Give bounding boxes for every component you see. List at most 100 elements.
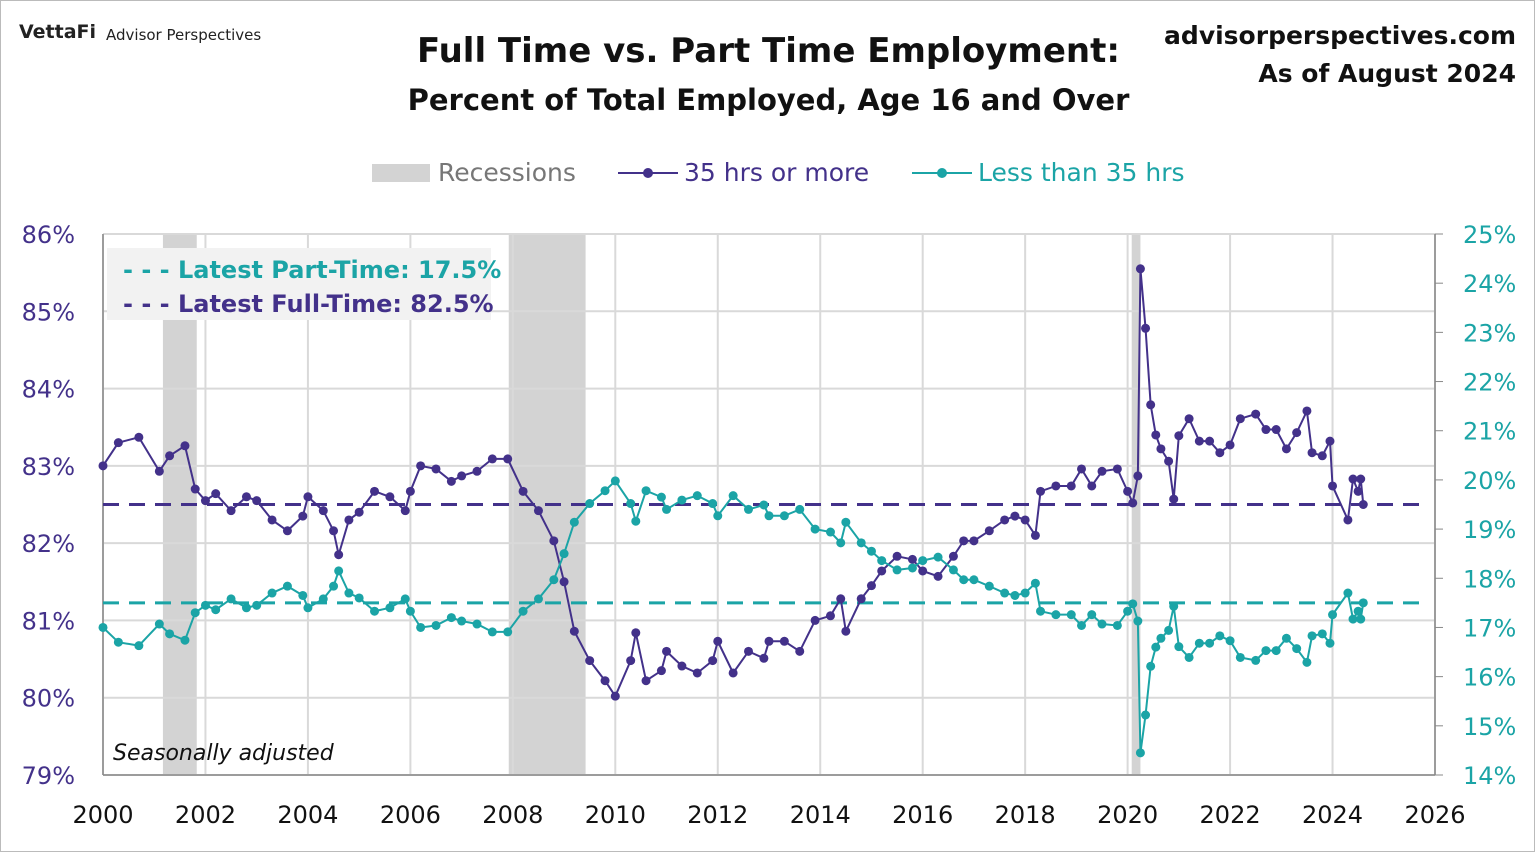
full-time-point [1128, 498, 1138, 508]
full-time-point [1174, 431, 1184, 441]
y-right-tick-label: 14% [1463, 762, 1516, 790]
part-time-point [549, 575, 559, 585]
full-time-point [1251, 409, 1261, 419]
full-time-point [728, 668, 738, 678]
full-time-point [400, 506, 410, 516]
part-time-point [1317, 629, 1327, 639]
part-time-point [892, 565, 902, 575]
part-time-point [626, 499, 636, 509]
full-time-point [1281, 444, 1291, 454]
x-tick-label: 2022 [1200, 801, 1261, 829]
full-time-point [918, 566, 928, 576]
part-time-point [825, 527, 835, 537]
part-time-point [779, 511, 789, 521]
y-left-tick-label: 80% [22, 685, 75, 713]
part-time-point [457, 616, 467, 626]
full-time-point [329, 526, 339, 536]
part-time-point [1020, 588, 1030, 598]
y-left-tick-label: 84% [22, 376, 75, 404]
part-time-point [1251, 655, 1261, 665]
full-time-point [344, 515, 354, 525]
y-right-tick-label: 23% [1463, 319, 1516, 347]
x-tick-label: 2024 [1302, 801, 1363, 829]
full-time-point [1036, 486, 1046, 496]
part-time-point [662, 504, 672, 514]
full-time-point [877, 566, 887, 576]
x-tick-label: 2012 [687, 801, 748, 829]
full-time-point [969, 536, 979, 546]
full-time-point [180, 441, 190, 451]
full-time-point [1205, 436, 1215, 446]
full-time-point [1133, 471, 1143, 481]
part-time-point [1097, 619, 1107, 629]
x-tick-label: 2008 [482, 801, 543, 829]
part-time-point [1194, 638, 1204, 648]
vettafi-logo: VettaFi [19, 21, 97, 43]
y-right-tick-label: 20% [1463, 467, 1516, 495]
full-time-point [446, 476, 456, 486]
part-time-point [1358, 598, 1368, 608]
part-time-point [728, 491, 738, 501]
full-time-point [1353, 486, 1363, 496]
seasonally-adjusted-note: Seasonally adjusted [113, 741, 335, 766]
full-time-point [779, 636, 789, 646]
full-time-point [113, 438, 123, 448]
full-time-point [134, 432, 144, 442]
legend-part-marker [937, 168, 947, 178]
full-time-point [1271, 425, 1281, 435]
x-tick-label: 2002 [175, 801, 236, 829]
logo-subtitle: Advisor Perspectives [106, 26, 262, 44]
full-time-point [1066, 481, 1076, 491]
part-time-point [370, 606, 380, 616]
part-time-point [303, 603, 313, 613]
part-time-point [1146, 661, 1156, 671]
part-time-point [1066, 610, 1076, 620]
x-tick-label: 2018 [995, 801, 1056, 829]
full-time-point [662, 646, 672, 656]
full-time-point [1261, 425, 1271, 435]
part-time-point [610, 476, 620, 486]
part-time-point [241, 603, 251, 613]
part-time-point [1156, 633, 1166, 643]
full-time-point [626, 656, 636, 666]
full-time-point [692, 668, 702, 678]
full-time-point [457, 471, 467, 481]
part-time-point [1036, 606, 1046, 616]
y-right-tick-label: 25% [1463, 221, 1516, 249]
part-time-point [866, 546, 876, 556]
part-time-point [1030, 578, 1040, 588]
part-time-point [431, 620, 441, 630]
part-time-point [984, 581, 994, 591]
part-time-point [385, 603, 395, 613]
chart-title: Full Time vs. Part Time Employment: [417, 31, 1120, 71]
full-time-point [154, 466, 164, 476]
part-time-point [1307, 631, 1317, 641]
part-time-point [969, 575, 979, 585]
part-time-point [677, 495, 687, 505]
part-time-point [1325, 638, 1335, 648]
full-time-point [405, 486, 415, 496]
full-time-point [1097, 466, 1107, 476]
part-time-point [503, 627, 513, 637]
part-time-point [810, 524, 820, 534]
part-time-point [180, 635, 190, 645]
part-time-point [795, 504, 805, 514]
full-time-point [892, 551, 902, 561]
latest-full-time-label: - - - Latest Full-Time: 82.5% [123, 290, 494, 318]
x-tick-label: 2006 [380, 801, 441, 829]
part-time-point [1225, 636, 1235, 646]
full-time-point [948, 551, 958, 561]
y-right-tick-label: 24% [1463, 270, 1516, 298]
full-time-point [533, 506, 543, 516]
full-time-point [841, 626, 851, 636]
full-time-point [416, 461, 426, 471]
part-time-point [656, 492, 666, 502]
legend-full-marker [643, 168, 653, 178]
full-time-point [354, 507, 364, 517]
part-time-point [354, 593, 364, 603]
x-tick-label: 2000 [72, 801, 133, 829]
y-right-tick-label: 15% [1463, 713, 1516, 741]
part-time-point [252, 600, 262, 610]
full-time-point [282, 526, 292, 536]
